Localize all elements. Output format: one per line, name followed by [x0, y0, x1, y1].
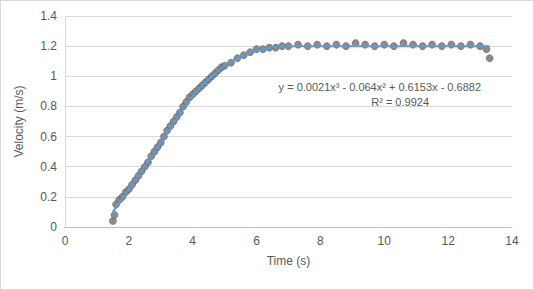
svg-text:0.6: 0.6	[40, 130, 57, 144]
svg-text:R² = 0.9924: R² = 0.9924	[371, 96, 429, 108]
svg-text:1.4: 1.4	[40, 9, 57, 23]
svg-text:0.2: 0.2	[40, 190, 57, 204]
svg-text:8: 8	[317, 234, 324, 248]
svg-text:0: 0	[50, 220, 57, 234]
svg-text:Time (s): Time (s)	[267, 254, 311, 268]
svg-text:6: 6	[253, 234, 260, 248]
svg-text:0.4: 0.4	[40, 160, 57, 174]
svg-text:0.8: 0.8	[40, 99, 57, 113]
svg-text:14: 14	[505, 234, 519, 248]
svg-text:10: 10	[378, 234, 392, 248]
svg-text:1: 1	[50, 69, 57, 83]
svg-text:y = 0.0021x³ - 0.064x² + 0.615: y = 0.0021x³ - 0.064x² + 0.6153x - 0.688…	[279, 81, 481, 93]
svg-text:0: 0	[62, 234, 69, 248]
svg-text:12: 12	[441, 234, 455, 248]
svg-text:1.2: 1.2	[40, 39, 57, 53]
svg-text:Velocity (m/s): Velocity (m/s)	[12, 85, 26, 157]
svg-text:2: 2	[126, 234, 133, 248]
svg-text:4: 4	[189, 234, 196, 248]
